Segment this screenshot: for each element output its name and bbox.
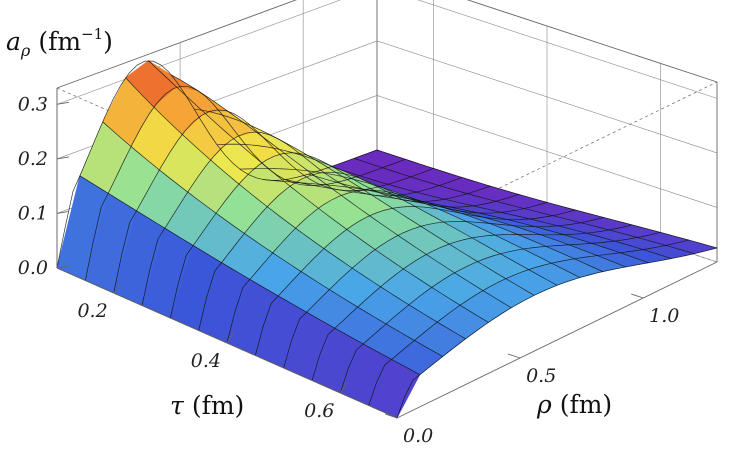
y-axis-label: ρ (fm)	[536, 390, 612, 419]
surface-mesh	[56, 60, 719, 419]
z-tick-mark	[56, 211, 70, 214]
mesh-line-rho	[331, 166, 672, 259]
z-tick-label: 0.3	[18, 93, 48, 115]
mesh-line-rho	[308, 173, 649, 264]
grid-line	[56, 0, 341, 105]
box-edge	[56, 0, 297, 89]
y-tick-label: 1.0	[649, 305, 679, 327]
z-tick-mark	[56, 156, 70, 160]
z-tick-label: 0.0	[18, 257, 48, 279]
mesh-line-rho	[79, 175, 421, 375]
z-tick-label: 0.1	[18, 202, 48, 224]
mesh-line-rho	[239, 168, 581, 278]
x-tick-label: 0.2	[77, 300, 107, 322]
y-tick-mark	[631, 293, 644, 299]
axis-ticks: 0.0 0.1 0.2 0.3 0.2 0.4 0.6 0.0 0.5 1.0	[18, 93, 680, 447]
mesh-line-rho	[102, 121, 443, 357]
mesh-line-rho	[171, 74, 512, 309]
y-tick-mark	[384, 413, 398, 419]
mesh-line-rho	[376, 149, 718, 249]
mesh-line-rho	[262, 179, 603, 272]
mesh-line-rho	[354, 158, 695, 255]
x-tick-mark	[339, 382, 347, 394]
z-tick-mark	[56, 101, 70, 105]
x-tick-label: 0.4	[191, 350, 221, 372]
z-tick-label: 0.2	[18, 148, 48, 170]
y-tick-label: 0.5	[526, 365, 556, 387]
mesh-line-rho	[285, 179, 626, 268]
box-edge	[396, 81, 718, 239]
x-axis-label: τ (fm)	[170, 391, 244, 420]
z-tick-mark	[56, 265, 70, 269]
z-axis-label: aρ (fm−1)	[6, 25, 113, 60]
x-tick-label: 0.6	[304, 400, 334, 422]
y-tick-label: 0.0	[403, 425, 433, 447]
x-tick-mark	[226, 332, 234, 344]
mesh-line-rho	[148, 60, 489, 323]
x-tick-mark	[113, 282, 121, 294]
box-edge	[396, 261, 718, 419]
mesh-line-rho	[216, 143, 558, 286]
y-tick-mark	[507, 353, 521, 359]
mesh-line-rho	[194, 108, 535, 296]
mesh-line-rho	[125, 77, 466, 340]
